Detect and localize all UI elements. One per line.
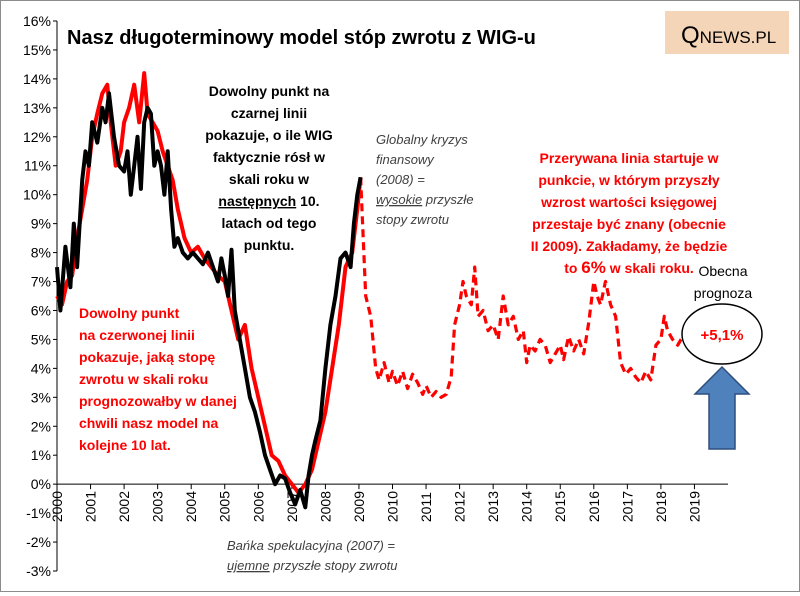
up-arrow-icon xyxy=(693,365,751,450)
y-axis-ticks: -3% -2% -1% 0% 1% 2% 3% 4% 5% 6% 7% 8% 9% 10% 11% 12% 13… xyxy=(23,13,57,579)
y-tick-label: -1% xyxy=(26,505,51,521)
y-tick-label: 14% xyxy=(23,71,51,87)
x-tick-label: 2014 xyxy=(519,491,535,522)
crisis-note-line: finansowy xyxy=(376,152,435,167)
y-tick-label: 2% xyxy=(31,418,51,434)
x-tick-label: 2008 xyxy=(317,491,333,522)
crisis-note-line: wysokie przyszłe xyxy=(376,192,474,207)
red-note-right-tail: w skali roku. xyxy=(609,260,694,276)
y-tick-label: 12% xyxy=(23,129,51,145)
bubble-tail: przyszłe stopy zwrotu xyxy=(272,558,397,573)
red-note-right-to: to xyxy=(564,260,577,276)
black-note-line: punktu. xyxy=(244,237,295,253)
current-forecast-label: prognoza xyxy=(694,285,753,301)
crisis-note-line: (2008) = xyxy=(376,172,425,187)
crisis-tail: przyszłe xyxy=(425,192,474,207)
bubble-note-line: Bańka spekulacyjna (2007) = xyxy=(227,538,395,553)
red-note-left-line: pokazuje, jaką stopę xyxy=(79,349,215,365)
red-note-right-line: Przerywana linia startuje w xyxy=(540,150,719,166)
y-tick-label: 0% xyxy=(31,476,51,492)
y-tick-label: 8% xyxy=(31,245,51,261)
black-note-tail: 10. xyxy=(300,193,319,209)
x-tick-label: 2016 xyxy=(586,491,602,522)
bubble-note-line: ujemne przyszłe stopy zwrotu xyxy=(227,558,398,573)
x-tick-label: 2010 xyxy=(385,491,401,522)
x-tick-label: 2017 xyxy=(619,491,635,522)
x-tick-label: 2019 xyxy=(686,491,702,522)
red-note-left-line: Dowolny punkt xyxy=(79,305,180,321)
x-tick-label: 2006 xyxy=(250,491,266,522)
y-tick-label: -3% xyxy=(26,563,51,579)
red-note-right-line: punkcie, w którym przyszły xyxy=(538,172,719,188)
series-line-actual xyxy=(55,91,363,510)
red-note-right-line: II 2009). Zakładamy, że będzie xyxy=(531,238,728,254)
series-layer xyxy=(55,71,688,510)
x-tick-label: 2015 xyxy=(552,491,568,522)
red-note-right-value: 6% xyxy=(581,258,606,277)
x-axis-ticks: 2000 2001 2002 2003 2004 2005 2006 2007 2008 2009… xyxy=(49,484,702,522)
y-tick-label: 3% xyxy=(31,389,51,405)
chart-title: Nasz długoterminowy model stóp zwrotu z … xyxy=(67,27,536,49)
series-line-model-dashed xyxy=(359,177,688,399)
y-tick-label: 4% xyxy=(31,360,51,376)
x-tick-label: 2002 xyxy=(116,491,132,522)
black-note-line: Dowolny punkt na xyxy=(209,83,330,99)
red-note-right-line: przestaje być znany (obecnie xyxy=(532,216,726,232)
current-forecast-value: +5,1% xyxy=(701,327,744,344)
y-tick-label: 5% xyxy=(31,331,51,347)
red-note-right: Przerywana linia startuje w punkcie, w k… xyxy=(531,150,728,277)
source-badge-rest: NEWS.PL xyxy=(700,28,777,47)
x-tick-label: 2013 xyxy=(485,491,501,522)
black-note: Dowolny punkt na czarnej linii pokazuje,… xyxy=(205,83,333,253)
crisis-note: Globalny kryzys finansowy (2008) = wysok… xyxy=(376,132,474,227)
red-note-left-line: zwrotu w skali roku xyxy=(79,371,208,387)
red-note-left-line: na czerwonej linii xyxy=(79,327,195,343)
black-note-line: faktycznie rósł w xyxy=(213,149,325,165)
current-forecast-ellipse xyxy=(681,303,763,365)
source-badge xyxy=(665,11,789,54)
source-badge-q: Q xyxy=(681,22,700,49)
y-tick-label: 9% xyxy=(31,216,51,232)
red-note-right-line: wzrost wartości księgowej xyxy=(540,194,717,210)
y-tick-label: 16% xyxy=(23,13,51,29)
y-tick-label: 10% xyxy=(23,187,51,203)
red-note-left-line: kolejne 10 lat. xyxy=(79,437,171,453)
black-note-line: pokazuje, o ile WIG xyxy=(205,127,333,143)
source-badge-text: QNEWS.PL xyxy=(681,22,776,49)
y-tick-label: 1% xyxy=(31,447,51,463)
black-note-line: następnych 10. xyxy=(218,193,319,209)
black-note-underlined: następnych xyxy=(218,193,296,209)
y-tick-label: 7% xyxy=(31,274,51,290)
bubble-underlined: ujemne xyxy=(227,558,270,573)
red-note-left-line: chwili nasz model na xyxy=(79,415,218,431)
x-tick-label: 2018 xyxy=(653,491,669,522)
black-note-line: czarnej linii xyxy=(231,105,307,121)
x-tick-label: 2001 xyxy=(83,491,99,522)
red-note-left-line: prognozowałby w danej xyxy=(79,393,237,409)
y-tick-label: -2% xyxy=(26,534,51,550)
current-forecast-label: Obecna xyxy=(698,263,747,279)
y-tick-label: 13% xyxy=(23,100,51,116)
y-tick-label: 15% xyxy=(23,42,51,58)
crisis-underlined: wysokie xyxy=(376,192,422,207)
crisis-note-line: Globalny kryzys xyxy=(376,132,468,147)
x-tick-label: 2004 xyxy=(183,491,199,522)
bubble-note: Bańka spekulacyjna (2007) = ujemne przys… xyxy=(227,538,398,573)
red-note-right-line: to 6% w skali roku. xyxy=(564,258,694,277)
y-tick-label: 6% xyxy=(31,302,51,318)
x-tick-label: 2011 xyxy=(418,492,434,522)
black-note-line: skali roku w xyxy=(229,171,309,187)
crisis-note-line: stopy zwrotu xyxy=(376,212,449,227)
x-tick-label: 2009 xyxy=(351,491,367,522)
red-note-left: Dowolny punkt na czerwonej linii pokazuj… xyxy=(79,305,237,453)
y-tick-label: 11% xyxy=(24,158,51,174)
x-tick-label: 2003 xyxy=(150,491,166,522)
x-tick-label: 2012 xyxy=(452,491,468,522)
x-tick-label: 2005 xyxy=(217,491,233,522)
black-note-line: latach od tego xyxy=(222,215,317,231)
